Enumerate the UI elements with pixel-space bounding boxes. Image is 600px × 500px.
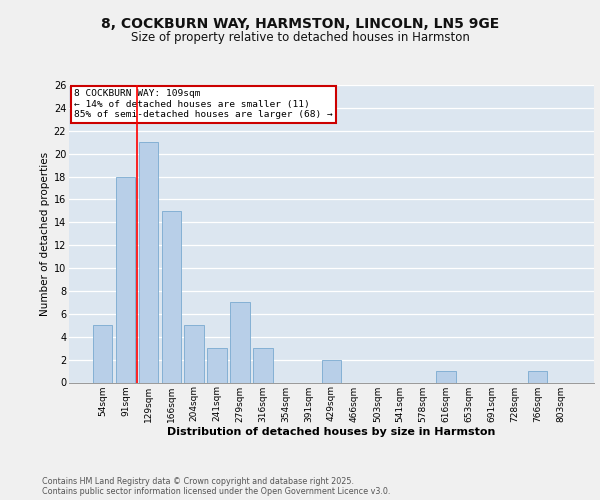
Text: Contains HM Land Registry data © Crown copyright and database right 2025.
Contai: Contains HM Land Registry data © Crown c… — [42, 476, 391, 496]
Bar — [139, 142, 158, 382]
Bar — [230, 302, 250, 382]
Bar — [161, 211, 181, 382]
Text: 8 COCKBURN WAY: 109sqm
← 14% of detached houses are smaller (11)
85% of semi-det: 8 COCKBURN WAY: 109sqm ← 14% of detached… — [74, 90, 333, 120]
Bar — [528, 371, 547, 382]
Bar — [116, 176, 135, 382]
Text: Size of property relative to detached houses in Harmston: Size of property relative to detached ho… — [131, 31, 469, 44]
Bar — [208, 348, 227, 382]
Y-axis label: Number of detached properties: Number of detached properties — [40, 152, 50, 316]
Bar — [93, 326, 112, 382]
Bar — [322, 360, 341, 382]
X-axis label: Distribution of detached houses by size in Harmston: Distribution of detached houses by size … — [167, 427, 496, 437]
Bar — [253, 348, 272, 382]
Text: 8, COCKBURN WAY, HARMSTON, LINCOLN, LN5 9GE: 8, COCKBURN WAY, HARMSTON, LINCOLN, LN5 … — [101, 18, 499, 32]
Bar — [184, 326, 204, 382]
Bar — [436, 371, 455, 382]
